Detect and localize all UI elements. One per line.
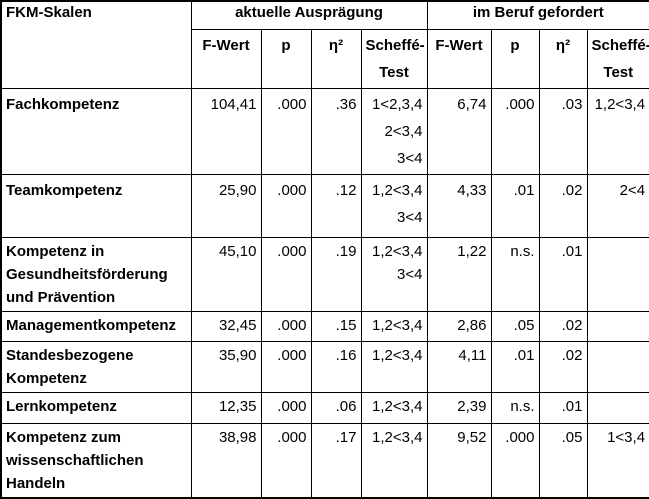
- sub-header-row: F-Wert p η² Scheffé- Test F-Wert p η² Sc…: [1, 28, 649, 89]
- table-row-teamkompetenz: Teamkompetenz 25,90 .000 .12 1,2<3,4 3<4…: [0, 173, 649, 238]
- fkm-scale-label: Standesbezogene Kompetenz: [0, 340, 192, 393]
- beruf-p-cell: .05: [490, 310, 540, 342]
- beruf-eta2-cell: .03: [538, 87, 588, 175]
- aktuell-eta2-cell: .06: [310, 391, 362, 424]
- corner-header-fkm-skalen: FKM-Skalen: [0, 0, 192, 89]
- fkm-scale-label: Managementkompetenz: [0, 310, 192, 342]
- aktuell-p-cell: .000: [260, 310, 312, 342]
- aktuell-scheffe-cell: 1,2<3,4: [360, 391, 428, 424]
- group-header-im-beruf-gefordert: im Beruf gefordert: [426, 0, 649, 30]
- beruf-eta2-header: η²: [538, 28, 588, 89]
- aktuell-eta2-cell: .15: [310, 310, 362, 342]
- beruf-p-cell: .000: [490, 422, 540, 498]
- beruf-scheffe-cell: [586, 340, 649, 393]
- beruf-scheffe-cell: 1<3,4: [586, 422, 649, 498]
- aktuell-eta2-cell: .17: [310, 422, 362, 498]
- beruf-eta2-cell: .05: [538, 422, 588, 498]
- aktuell-scheffe-cell: 1,2<3,4: [360, 310, 428, 342]
- beruf-f-wert-cell: 2,39: [426, 391, 492, 424]
- aktuell-p-cell: .000: [260, 422, 312, 498]
- beruf-p-cell: n.s.: [490, 236, 540, 312]
- beruf-p-cell: .01: [490, 340, 540, 393]
- table-row-lernkompetenz: Lernkompetenz 12,35 .000 .06 1,2<3,4 2,3…: [0, 391, 649, 424]
- beruf-scheffe-cell: [586, 310, 649, 342]
- group-header-row: FKM-Skalen aktuelle Ausprägung im Beruf …: [0, 0, 649, 89]
- table-row-standesbezogene-kompetenz: Standesbezogene Kompetenz 35,90 .000 .16…: [0, 340, 649, 393]
- group-header-aktuelle-auspraegung: aktuelle Ausprägung: [190, 0, 428, 30]
- aktuell-p-header: p: [260, 28, 312, 89]
- beruf-scheffe-cell: [586, 236, 649, 312]
- beruf-scheffe-cell: 1,2<3,4: [586, 87, 649, 175]
- aktuell-p-cell: .000: [260, 340, 312, 393]
- beruf-p-cell: .01: [490, 173, 540, 238]
- aktuell-p-cell: .000: [260, 87, 312, 175]
- beruf-eta2-cell: .01: [538, 391, 588, 424]
- beruf-f-wert-cell: 9,52: [426, 422, 492, 498]
- beruf-scheffe-cell: [586, 391, 649, 424]
- fkm-scale-label: Teamkompetenz: [0, 173, 192, 238]
- aktuell-eta2-cell: .12: [310, 173, 362, 238]
- aktuell-scheffe-cell: 1,2<3,4: [360, 422, 428, 498]
- aktuell-eta2-cell: .16: [310, 340, 362, 393]
- beruf-p-cell: .000: [490, 87, 540, 175]
- table-row-fachkompetenz: Fachkompetenz 104,41 .000 .36 1<2,3,4 2<…: [0, 87, 649, 175]
- table-row-wissenschaftliches-handeln: Kompetenz zum wissenschaftlichen Handeln…: [0, 422, 649, 498]
- aktuell-p-cell: .000: [260, 236, 312, 312]
- aktuell-scheffe-cell: 1<2,3,4 2<3,4 3<4: [360, 87, 428, 175]
- aktuell-eta2-header: η²: [310, 28, 362, 89]
- aktuell-p-cell: .000: [260, 173, 312, 238]
- aktuell-f-wert-cell: 104,41: [190, 87, 262, 175]
- aktuell-eta2-cell: .19: [310, 236, 362, 312]
- beruf-eta2-cell: .02: [538, 173, 588, 238]
- aktuell-scheffe-cell: 1,2<3,4 3<4: [360, 236, 428, 312]
- aktuell-f-wert-cell: 25,90: [190, 173, 262, 238]
- aktuell-f-wert-cell: 35,90: [190, 340, 262, 393]
- beruf-p-cell: n.s.: [490, 391, 540, 424]
- beruf-scheffe-cell: 2<4: [586, 173, 649, 238]
- beruf-eta2-cell: .02: [538, 340, 588, 393]
- beruf-f-wert-cell: 2,86: [426, 310, 492, 342]
- beruf-eta2-cell: .02: [538, 310, 588, 342]
- fkm-scale-label: Kompetenz in Gesundheitsförderung und Pr…: [0, 236, 192, 312]
- beruf-eta2-cell: .01: [538, 236, 588, 312]
- beruf-f-wert-cell: 4,33: [426, 173, 492, 238]
- aktuell-f-wert-header: F-Wert: [190, 28, 262, 89]
- aktuell-f-wert-cell: 12,35: [190, 391, 262, 424]
- aktuell-f-wert-cell: 45,10: [190, 236, 262, 312]
- beruf-f-wert-header: F-Wert: [426, 28, 492, 89]
- beruf-p-header: p: [490, 28, 540, 89]
- aktuell-scheffe-cell: 1,2<3,4 3<4: [360, 173, 428, 238]
- aktuell-scheffe-cell: 1,2<3,4: [360, 340, 428, 393]
- fkm-scale-label: Kompetenz zum wissenschaftlichen Handeln: [0, 422, 192, 498]
- aktuell-f-wert-cell: 32,45: [190, 310, 262, 342]
- table-row-gesundheitsfoerderung: Kompetenz in Gesundheitsförderung und Pr…: [0, 236, 649, 312]
- aktuell-eta2-cell: .36: [310, 87, 362, 175]
- beruf-scheffe-header: Scheffé- Test: [586, 28, 649, 89]
- table-row-managementkompetenz: Managementkompetenz 32,45 .000 .15 1,2<3…: [0, 310, 649, 342]
- aktuell-f-wert-cell: 38,98: [190, 422, 262, 498]
- fkm-scale-label: Lernkompetenz: [0, 391, 192, 424]
- aktuell-scheffe-header: Scheffé- Test: [360, 28, 428, 89]
- fkm-scale-label: Fachkompetenz: [0, 87, 192, 175]
- beruf-f-wert-cell: 4,11: [426, 340, 492, 393]
- beruf-f-wert-cell: 1,22: [426, 236, 492, 312]
- aktuell-p-cell: .000: [260, 391, 312, 424]
- beruf-f-wert-cell: 6,74: [426, 87, 492, 175]
